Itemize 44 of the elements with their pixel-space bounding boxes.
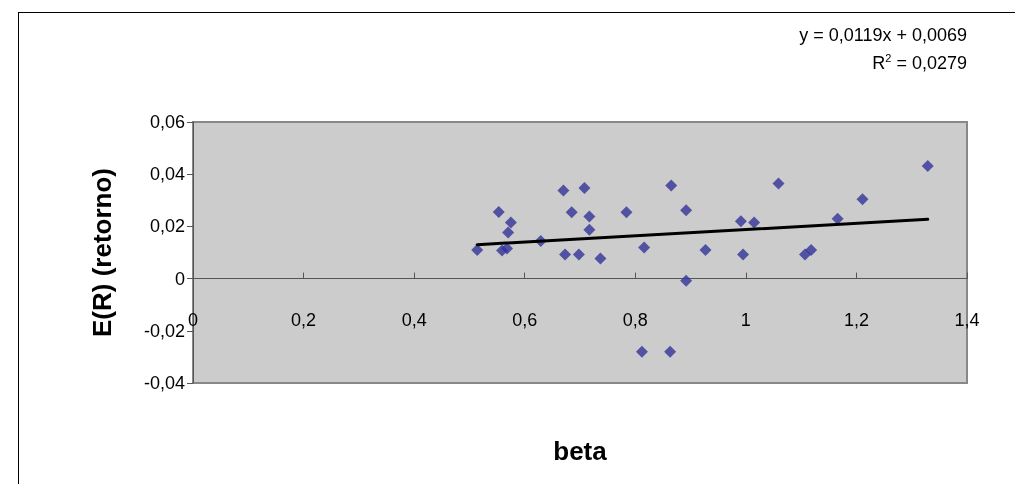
point — [635, 345, 648, 358]
y-tick-label: 0 — [174, 268, 185, 289]
y-tick-label: 0,04 — [149, 164, 185, 185]
point — [680, 274, 693, 287]
point — [502, 226, 515, 239]
point — [734, 215, 747, 228]
point — [504, 216, 517, 229]
point — [856, 193, 869, 206]
x-tick-label: 0,8 — [622, 310, 648, 330]
y-tick-label: 0,06 — [149, 112, 185, 132]
point — [565, 206, 578, 219]
point — [805, 243, 818, 256]
point — [583, 223, 596, 236]
x-tick-label: 0,4 — [401, 310, 427, 330]
point — [583, 210, 596, 223]
y-tick-label: 0,02 — [149, 216, 185, 237]
x-tick-label: 0,6 — [512, 310, 538, 330]
y-tick-label: -0,02 — [143, 320, 185, 341]
point — [492, 206, 505, 219]
point — [559, 248, 572, 261]
point — [572, 248, 585, 261]
point — [699, 243, 712, 256]
text: y = 0,0119x + 0,0069 — [799, 24, 967, 46]
x-tick-label: 1 — [740, 310, 751, 330]
point — [664, 345, 677, 358]
point — [638, 241, 651, 254]
x-tick-label: 0,2 — [291, 310, 317, 330]
point — [578, 182, 591, 195]
point — [680, 204, 693, 217]
y-tick-label: -0,04 — [143, 373, 185, 393]
x-tick-label: 1,4 — [954, 310, 980, 330]
point — [737, 248, 750, 261]
point — [799, 248, 812, 261]
point — [748, 216, 761, 229]
point — [665, 179, 678, 192]
text: R$^{2}$ = 0,0279 — [872, 52, 967, 74]
point — [921, 160, 934, 173]
point — [772, 177, 785, 190]
y-axis-title: E(R) (retorno) — [87, 168, 117, 337]
x-axis-title: beta — [553, 436, 608, 466]
point — [557, 184, 570, 197]
point — [594, 252, 607, 265]
x-tick-label: 1,2 — [843, 310, 869, 330]
point — [620, 206, 633, 219]
